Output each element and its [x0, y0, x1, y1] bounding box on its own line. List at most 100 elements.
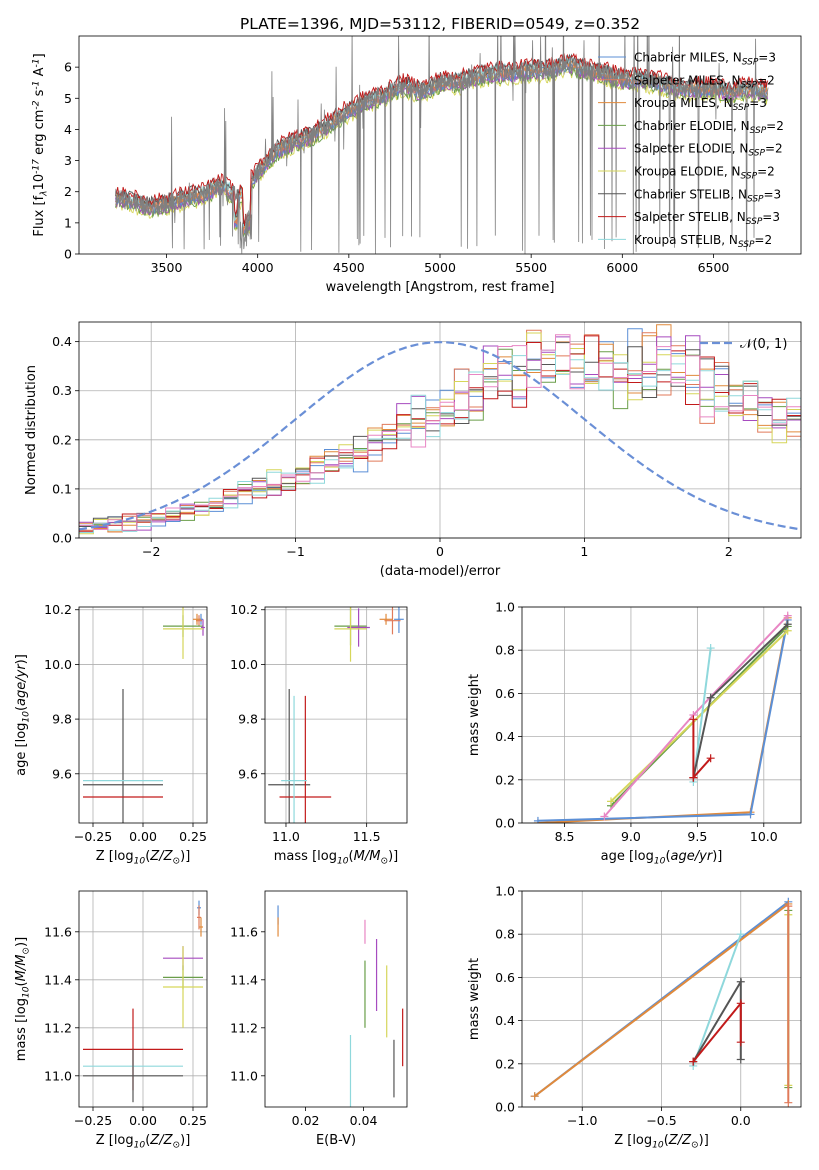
- y-tick-label: 11.0: [230, 1068, 258, 1083]
- x-tick-label: 6500: [698, 260, 730, 275]
- weight-line-kroupa_miles: [537, 617, 789, 823]
- mass_weight_vs_Z-xlabel: Z [log10​(Z/Z⊙​)]: [614, 1133, 709, 1150]
- x-tick-label: −0.25: [74, 829, 112, 844]
- weight-marker-chabrier_stelib: [736, 977, 745, 986]
- mass_weight_vs_age-frame: [521, 606, 802, 824]
- mass_weight_vs_age-axes: 8.5 9.0 9.5 10.0 0.0 0.2 0.4 0.6 0.8 1.0 age [log1…: [467, 600, 802, 866]
- x-tick-label: 0.25: [179, 829, 207, 844]
- y-tick-label: 0.8: [495, 927, 515, 942]
- x-tick-label: 0.00: [129, 1113, 157, 1128]
- y-tick-label: 11.6: [44, 924, 72, 939]
- x-tick-label: −2: [142, 544, 160, 559]
- mass_vs_Z-ylabel: mass [log10​(M/M⊙​)]: [14, 937, 31, 1061]
- x-tick-label: −0.25: [74, 1113, 112, 1128]
- mass_vs_Z-axes: −0.25 0.00 0.25 11.0 11.2 11.4 11.6 Z [log10​(Z…: [14, 890, 208, 1150]
- gaussian-curve: [79, 341, 801, 531]
- y-tick-label: 5: [64, 91, 72, 106]
- age_vs_mass-plot-area: [268, 607, 404, 823]
- legend-label: Chabrier MILES, NSSP=3: [634, 51, 776, 68]
- y-tick-label: 3: [64, 153, 72, 168]
- mass_weight_vs_age-plot-area: [533, 611, 792, 823]
- age_vs_Z-xlabel: Z [log10​(Z/Z⊙​)]: [96, 849, 191, 866]
- y-tick-label: 0.3: [52, 383, 72, 398]
- x-tick-label: 5500: [515, 260, 547, 275]
- y-tick-label: 1: [64, 215, 72, 230]
- mass_vs_ebv-frame: [264, 890, 408, 1108]
- y-tick-label: 11.2: [44, 1020, 72, 1035]
- y-tick-label: 1.0: [495, 884, 515, 899]
- residuals-xlabel: (data-model)/error: [380, 564, 501, 579]
- y-tick-label: 9.8: [238, 712, 258, 727]
- residuals-ylabel: Normed distribution: [24, 365, 39, 495]
- x-tick-label: −0.5: [646, 1113, 676, 1128]
- y-tick-label: 10.0: [44, 657, 72, 672]
- weight-marker-salpeter_stelib: [689, 715, 698, 724]
- y-tick-label: 0.0: [495, 816, 515, 831]
- legend-label: Chabrier STELIB, NSSP=3: [634, 187, 781, 204]
- age_vs_Z-plot-area: [83, 607, 205, 823]
- legend-label: Kroupa ELODIE, NSSP=2: [634, 165, 775, 182]
- x-tick-label: 0.00: [129, 829, 157, 844]
- observed-spectrum: [115, 36, 769, 254]
- weight-marker-kroupa_miles: [530, 1092, 539, 1101]
- mass_vs_Z-xlabel: Z [log10​(Z/Z⊙​)]: [96, 1133, 191, 1150]
- y-tick-label: 11.4: [230, 972, 258, 987]
- y-tick-label: 9.6: [238, 766, 258, 781]
- weight-marker-chabrier_miles: [746, 810, 755, 819]
- weight-marker-salpeter_stelib: [736, 999, 745, 1008]
- weight-marker-salpeter_miles: [784, 902, 793, 911]
- y-tick-label: 0.2: [495, 772, 515, 787]
- weight-marker-kroupa_stelib: [736, 930, 745, 939]
- mass_vs_ebv-plot-area: [277, 905, 404, 1107]
- y-tick-label: 0: [64, 247, 72, 262]
- weight-marker-kroupa_stelib: [706, 644, 715, 653]
- weight-marker-salpeter_miles: [784, 1098, 793, 1107]
- weight-marker-salpeter_stelib: [706, 754, 715, 763]
- y-tick-label: 11.0: [44, 1068, 72, 1083]
- residual-histogram-salpeter_stelib: [79, 335, 801, 532]
- x-tick-label: −1: [286, 544, 304, 559]
- legend-label: Kroupa STELIB, NSSP=2: [634, 233, 772, 250]
- y-tick-label: 0.4: [495, 729, 515, 744]
- residuals-plot-area: [79, 324, 801, 535]
- y-tick-label: 0.1: [52, 481, 72, 496]
- mass_weight_vs_age-xlabel: age [log10​(age/yr)]: [601, 849, 723, 866]
- y-tick-label: 0.0: [52, 531, 72, 546]
- residual-histogram-kroupa_stelib: [79, 349, 801, 533]
- weight-line-chabrier_stelib: [692, 978, 742, 1063]
- y-tick-label: 0.4: [495, 1013, 515, 1028]
- x-tick-label: 0.04: [350, 1113, 378, 1128]
- y-tick-label: 10.0: [230, 657, 258, 672]
- y-tick-label: 11.4: [44, 972, 72, 987]
- legend-label: Salpeter STELIB, NSSP=3: [634, 210, 780, 227]
- residual-histogram-chabrier_elodie: [79, 348, 801, 527]
- weight-marker-pink: [600, 812, 609, 821]
- legend-gaussian-label: 𝒩(0, 1): [740, 337, 787, 352]
- y-tick-label: 2: [64, 184, 72, 199]
- x-tick-label: 0.02: [292, 1113, 320, 1128]
- legend-label: Chabrier ELODIE, NSSP=2: [634, 119, 784, 136]
- residual-histogram-salpeter_elodie: [79, 335, 801, 531]
- mass_weight_vs_Z-plot-area: [530, 897, 793, 1107]
- y-tick-label: 10.2: [44, 602, 72, 617]
- spectrum-plot-area: [115, 36, 769, 254]
- weight-line-kroupa_elodie: [610, 630, 789, 803]
- weight-marker-pink: [783, 611, 792, 620]
- legend-label: Salpeter MILES, NSSP=2: [634, 73, 775, 90]
- x-tick-label: 5000: [424, 260, 456, 275]
- weight-line-kroupa_miles: [534, 903, 789, 1097]
- x-tick-label: 6000: [606, 260, 638, 275]
- mass_weight_vs_age-ylabel: mass weight: [467, 674, 482, 756]
- residual-histogram-pink: [79, 334, 801, 531]
- weight-line-salpeter_stelib: [692, 1000, 742, 1063]
- x-tick-label: 4500: [333, 260, 365, 275]
- residual-histogram-salpeter_miles: [79, 329, 801, 533]
- x-tick-label: 9.0: [621, 829, 641, 844]
- x-tick-label: 0.25: [179, 1113, 207, 1128]
- y-tick-label: 11.6: [230, 924, 258, 939]
- y-tick-label: 0.6: [495, 686, 515, 701]
- legend-label: Salpeter ELODIE, NSSP=2: [634, 142, 783, 159]
- y-tick-label: 0.4: [52, 334, 72, 349]
- age_vs_Z-axes: −0.25 0.00 0.25 9.6 9.8 10.0 10.2 Z [log10​(Z/Z…: [14, 602, 208, 866]
